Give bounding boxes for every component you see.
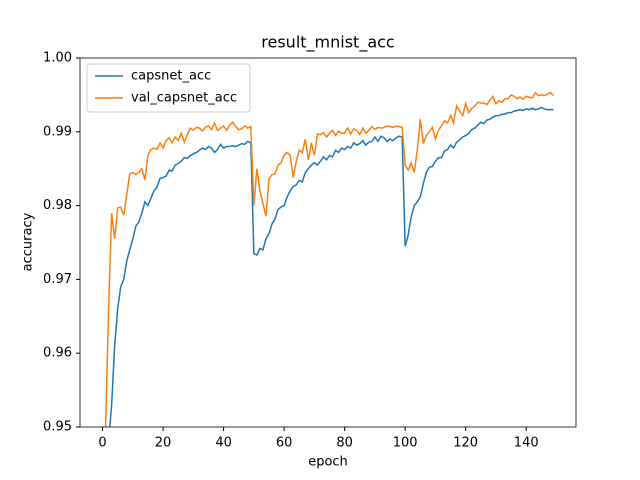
- data-line: [104, 91, 554, 427]
- x-tick-label: 140: [514, 436, 539, 451]
- y-tick-label: 0.96: [43, 346, 72, 361]
- x-tick-label: 40: [215, 436, 232, 451]
- legend-box: [86, 63, 251, 113]
- x-tick-label: 100: [393, 436, 418, 451]
- x-tick-label: 120: [453, 436, 478, 451]
- y-tick-label: 1.00: [43, 51, 72, 66]
- x-axis-label: epoch: [308, 455, 348, 470]
- x-tick-label: 60: [276, 436, 293, 451]
- legend-label: val_capsnet_acc: [131, 91, 237, 106]
- x-tick-label: 80: [336, 436, 353, 451]
- chart-title: result_mnist_acc: [261, 33, 394, 53]
- plot-area: [104, 91, 554, 427]
- y-tick-label: 0.98: [43, 198, 72, 213]
- x-tick-label: 0: [98, 436, 106, 451]
- x-tick-label: 20: [155, 436, 172, 451]
- y-tick-label: 0.99: [43, 124, 72, 139]
- data-line: [109, 106, 554, 427]
- y-axis-label: accuracy: [21, 212, 36, 271]
- legend-label: capsnet_acc: [131, 69, 211, 84]
- y-tick-label: 0.97: [43, 272, 72, 287]
- y-tick-label: 0.95: [43, 420, 72, 435]
- axes-frame: [79, 57, 577, 428]
